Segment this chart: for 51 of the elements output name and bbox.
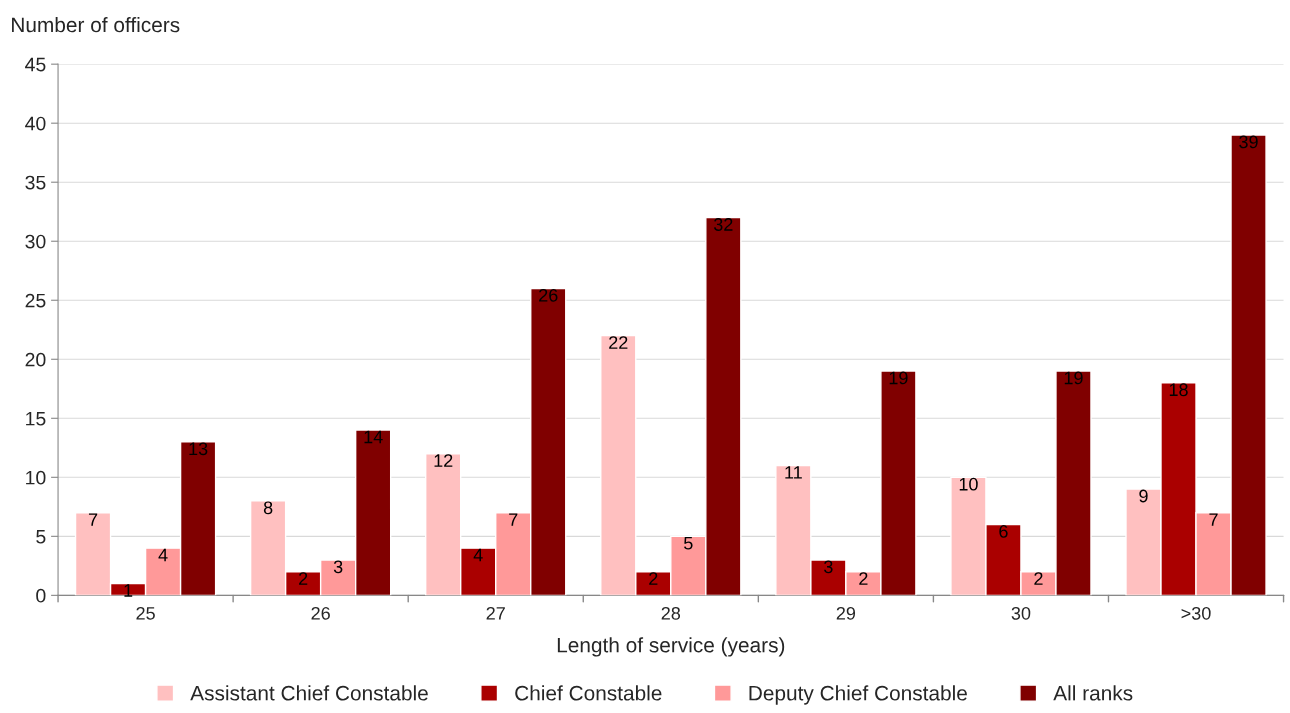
data-label: 4 — [473, 548, 483, 562]
data-label: 39 — [1239, 135, 1258, 149]
data-label: 18 — [1169, 383, 1188, 397]
y-axis-title: Number of officers — [12, 16, 180, 33]
x-tick-label: 29 — [836, 606, 856, 620]
y-tick-label: 45 — [25, 57, 46, 72]
y-tick-label: 0 — [36, 588, 46, 603]
data-label: 7 — [509, 513, 518, 526]
data-label: 19 — [889, 371, 908, 385]
data-label: 8 — [263, 501, 273, 515]
data-label: 22 — [609, 336, 628, 349]
data-label: 3 — [824, 560, 833, 574]
y-tick-label: 15 — [26, 411, 46, 426]
x-axis-title: Length of service (years) — [557, 637, 785, 657]
y-tick-label: 10 — [26, 470, 46, 485]
legend-label: Deputy Chief Constable — [749, 685, 967, 705]
data-label: 2 — [299, 572, 308, 585]
data-label: 19 — [1064, 371, 1083, 385]
legend-label: Assistant Chief Constable — [190, 685, 428, 701]
y-tick-label: 30 — [25, 234, 46, 249]
data-label: 11 — [785, 466, 802, 479]
data-label: 32 — [713, 218, 733, 231]
data-label: 7 — [88, 513, 98, 526]
y-tick-label: 40 — [25, 116, 46, 131]
data-label: 2 — [859, 572, 868, 585]
data-label: 6 — [999, 525, 1008, 538]
data-label: 14 — [364, 430, 383, 444]
data-label: 13 — [189, 442, 208, 456]
y-tick-label: 5 — [36, 530, 46, 544]
y-tick-label: 35 — [25, 175, 46, 190]
data-label: 12 — [434, 454, 453, 467]
data-label: 7 — [1209, 513, 1218, 526]
data-label: 4 — [158, 548, 168, 562]
data-label: 26 — [539, 288, 558, 302]
legend-label: All ranks — [1053, 685, 1133, 701]
x-tick-label: 26 — [311, 606, 330, 620]
x-tick-label: 27 — [486, 606, 505, 620]
legend-label: Chief Constable — [515, 685, 662, 701]
x-tick-label: 25 — [136, 606, 155, 620]
data-label: 10 — [959, 477, 978, 491]
data-label: 9 — [1139, 489, 1148, 503]
data-label: 2 — [649, 572, 658, 585]
x-tick-label: >30 — [1181, 606, 1211, 620]
data-label: 2 — [1034, 572, 1043, 585]
data-label: 3 — [333, 560, 343, 574]
x-tick-label: 30 — [1011, 606, 1031, 620]
y-tick-label: 20 — [25, 352, 46, 367]
data-label: 5 — [684, 537, 693, 550]
y-tick-label: 25 — [25, 293, 46, 308]
data-label: 1 — [124, 584, 133, 597]
x-tick-label: 28 — [661, 606, 681, 620]
